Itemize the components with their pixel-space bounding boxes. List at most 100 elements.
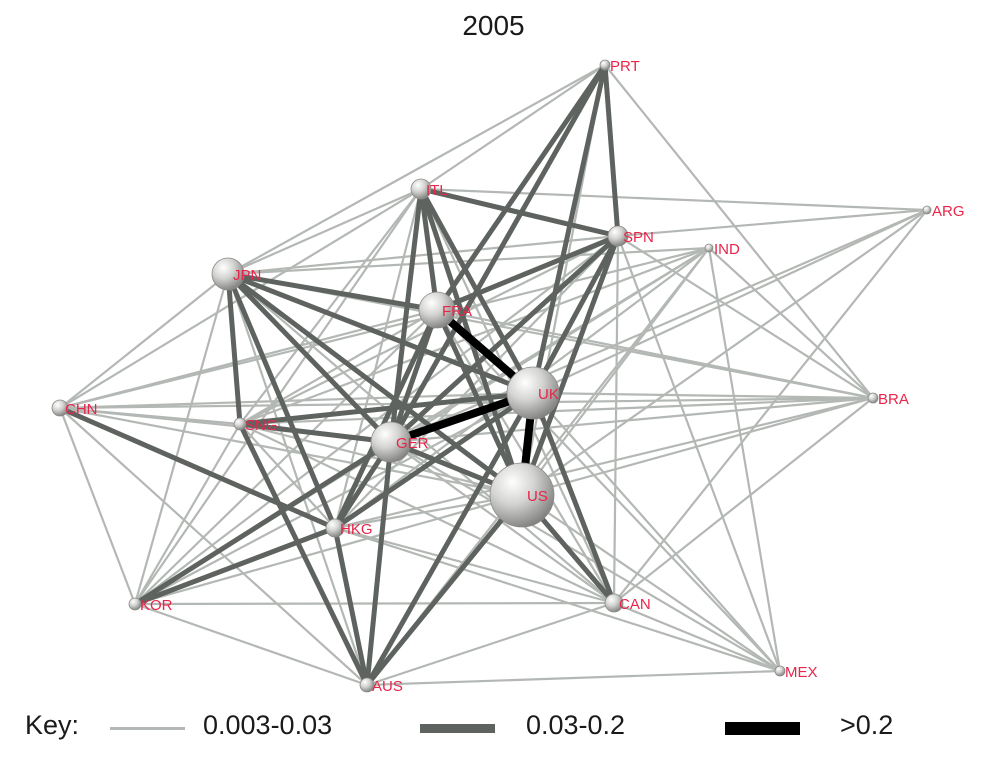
node-label-can: CAN <box>619 596 651 613</box>
edge-thin-ger-mex <box>389 440 782 673</box>
edge-thin-arg-us <box>520 208 929 497</box>
node-label-fra: FRA <box>442 303 472 320</box>
edge-medium-spn-uk <box>530 233 621 396</box>
node-label-prt: PRT <box>610 58 640 75</box>
medium-edges-group <box>57 62 621 688</box>
edge-thin-spn-mex <box>616 234 782 673</box>
chart-title: 2005 <box>462 10 525 41</box>
edge-medium-spn-ger <box>388 233 621 445</box>
node-label-arg: ARG <box>932 203 965 220</box>
edge-medium-spn-fra <box>434 233 621 313</box>
edge-thin-jpn-chn <box>58 272 230 410</box>
edge-medium-sng-ger <box>237 421 394 445</box>
edge-medium-uk-hkg <box>332 390 536 531</box>
edge-thin-jpn-aus <box>226 272 369 687</box>
edge-thin-spn-can <box>612 234 620 605</box>
node-hkg <box>325 518 345 538</box>
node-spn <box>607 225 629 247</box>
network-diagram: PRT ITL SPN ARG IND JPN FRA CHN UK BRA SNG GER US HKG… <box>51 58 965 695</box>
node-prt <box>599 59 611 71</box>
edge-medium-kor-ger <box>132 439 394 607</box>
node-kor <box>128 597 142 611</box>
edge-thin-spn-jpn <box>226 234 620 276</box>
node-jpn <box>211 257 245 291</box>
node-label-us: US <box>527 488 548 505</box>
edge-thin-sng-kor <box>133 422 242 606</box>
node-chn <box>51 399 69 417</box>
edge-medium-ger-aus <box>364 439 394 688</box>
edge-medium-hkg-aus <box>332 525 370 688</box>
edge-thin-fra-kor <box>133 308 439 606</box>
edge-medium-jpn-sng <box>225 271 243 427</box>
edge-thin-ind-mex <box>707 246 782 673</box>
edge-medium-itl-fra <box>418 186 440 313</box>
legend-title: Key: <box>25 710 80 740</box>
node-ger <box>370 421 412 463</box>
edge-thin-prt-itl <box>419 63 607 191</box>
edge-medium-jpn-hkg <box>225 271 338 531</box>
edge-medium-spn-us <box>519 233 621 498</box>
edge-medium-sng-uk <box>237 390 536 427</box>
node-label-aus: AUS <box>372 678 403 695</box>
edge-thin-uk-bra <box>531 391 875 400</box>
edge-thin-sng-hkg <box>238 422 337 530</box>
node-label-ind: IND <box>714 241 740 258</box>
legend-thin-swatch <box>110 727 185 730</box>
legend-medium-swatch <box>420 724 495 733</box>
node-arg <box>922 205 932 215</box>
edge-thin-bra-sng <box>238 396 875 426</box>
edge-medium-fra-hkg <box>332 307 440 531</box>
edge-medium-uk-aus <box>364 390 536 688</box>
legend-medium-label: 0.03-0.2 <box>526 710 626 740</box>
edge-thin-fra-mex <box>435 308 782 673</box>
nodes-group <box>51 59 932 693</box>
legend-thin-label: 0.003-0.03 <box>203 710 333 740</box>
edge-thin-chn-uk <box>58 391 535 410</box>
legend-thick-swatch <box>725 722 800 735</box>
edge-thin-aus-mex <box>365 669 782 687</box>
node-label-jpn: JPN <box>233 267 261 284</box>
edge-thin-can-mex <box>612 601 782 673</box>
node-uk <box>506 366 560 420</box>
node-label-spn: SPN <box>623 229 654 246</box>
edge-thin-itl-arg <box>419 187 929 212</box>
node-itl <box>410 178 432 200</box>
edge-thin-jpn-kor <box>133 272 230 606</box>
node-ind <box>704 243 714 253</box>
edge-medium-prt-ger <box>388 62 608 445</box>
edge-medium-jpn-us <box>225 271 525 498</box>
node-label-sng: SNG <box>245 417 278 434</box>
edge-medium-sng-aus <box>237 421 370 688</box>
edge-thin-fra-chn <box>58 308 439 410</box>
edge-medium-prt-uk <box>530 62 608 396</box>
edge-thin-kor-aus <box>133 602 369 687</box>
node-sng <box>233 417 247 431</box>
edge-thin-prt-jpn <box>226 63 607 276</box>
edge-medium-hkg-kor <box>132 525 338 607</box>
edge-thin-uk-mex <box>531 391 782 673</box>
node-label-ger: GER <box>396 435 429 452</box>
node-label-kor: KOR <box>140 597 173 614</box>
edge-thin-bra-us <box>520 396 875 497</box>
edge-thin-chn-bra <box>58 396 875 410</box>
node-bra <box>867 392 879 404</box>
edge-thin-arg-uk <box>531 208 929 395</box>
edge-thin-fra-bra <box>435 308 875 400</box>
edge-medium-fra-us <box>434 307 525 498</box>
edge-thin-bra-hkg <box>333 396 875 530</box>
node-us <box>489 462 555 528</box>
node-can <box>604 593 624 613</box>
edge-thin-ind-bra <box>707 246 875 400</box>
edge-medium-jpn-ger <box>225 271 394 445</box>
edge-thin-us-mex <box>520 493 782 673</box>
edge-thin-uk-kor <box>133 391 535 606</box>
edge-thin-chn-aus <box>58 406 369 687</box>
edge-thin-spn-arg <box>616 208 929 238</box>
edge-thin-bra-can <box>612 396 875 605</box>
edge-thin-itl-jpn <box>226 187 423 276</box>
edge-thin-ind-chn <box>58 246 711 410</box>
node-mex <box>774 665 786 677</box>
node-fra <box>418 291 456 329</box>
labels-group: PRT ITL SPN ARG IND JPN FRA CHN UK BRA SNG GER US HKG… <box>65 58 965 695</box>
edge-thin-prt-bra <box>603 63 875 400</box>
